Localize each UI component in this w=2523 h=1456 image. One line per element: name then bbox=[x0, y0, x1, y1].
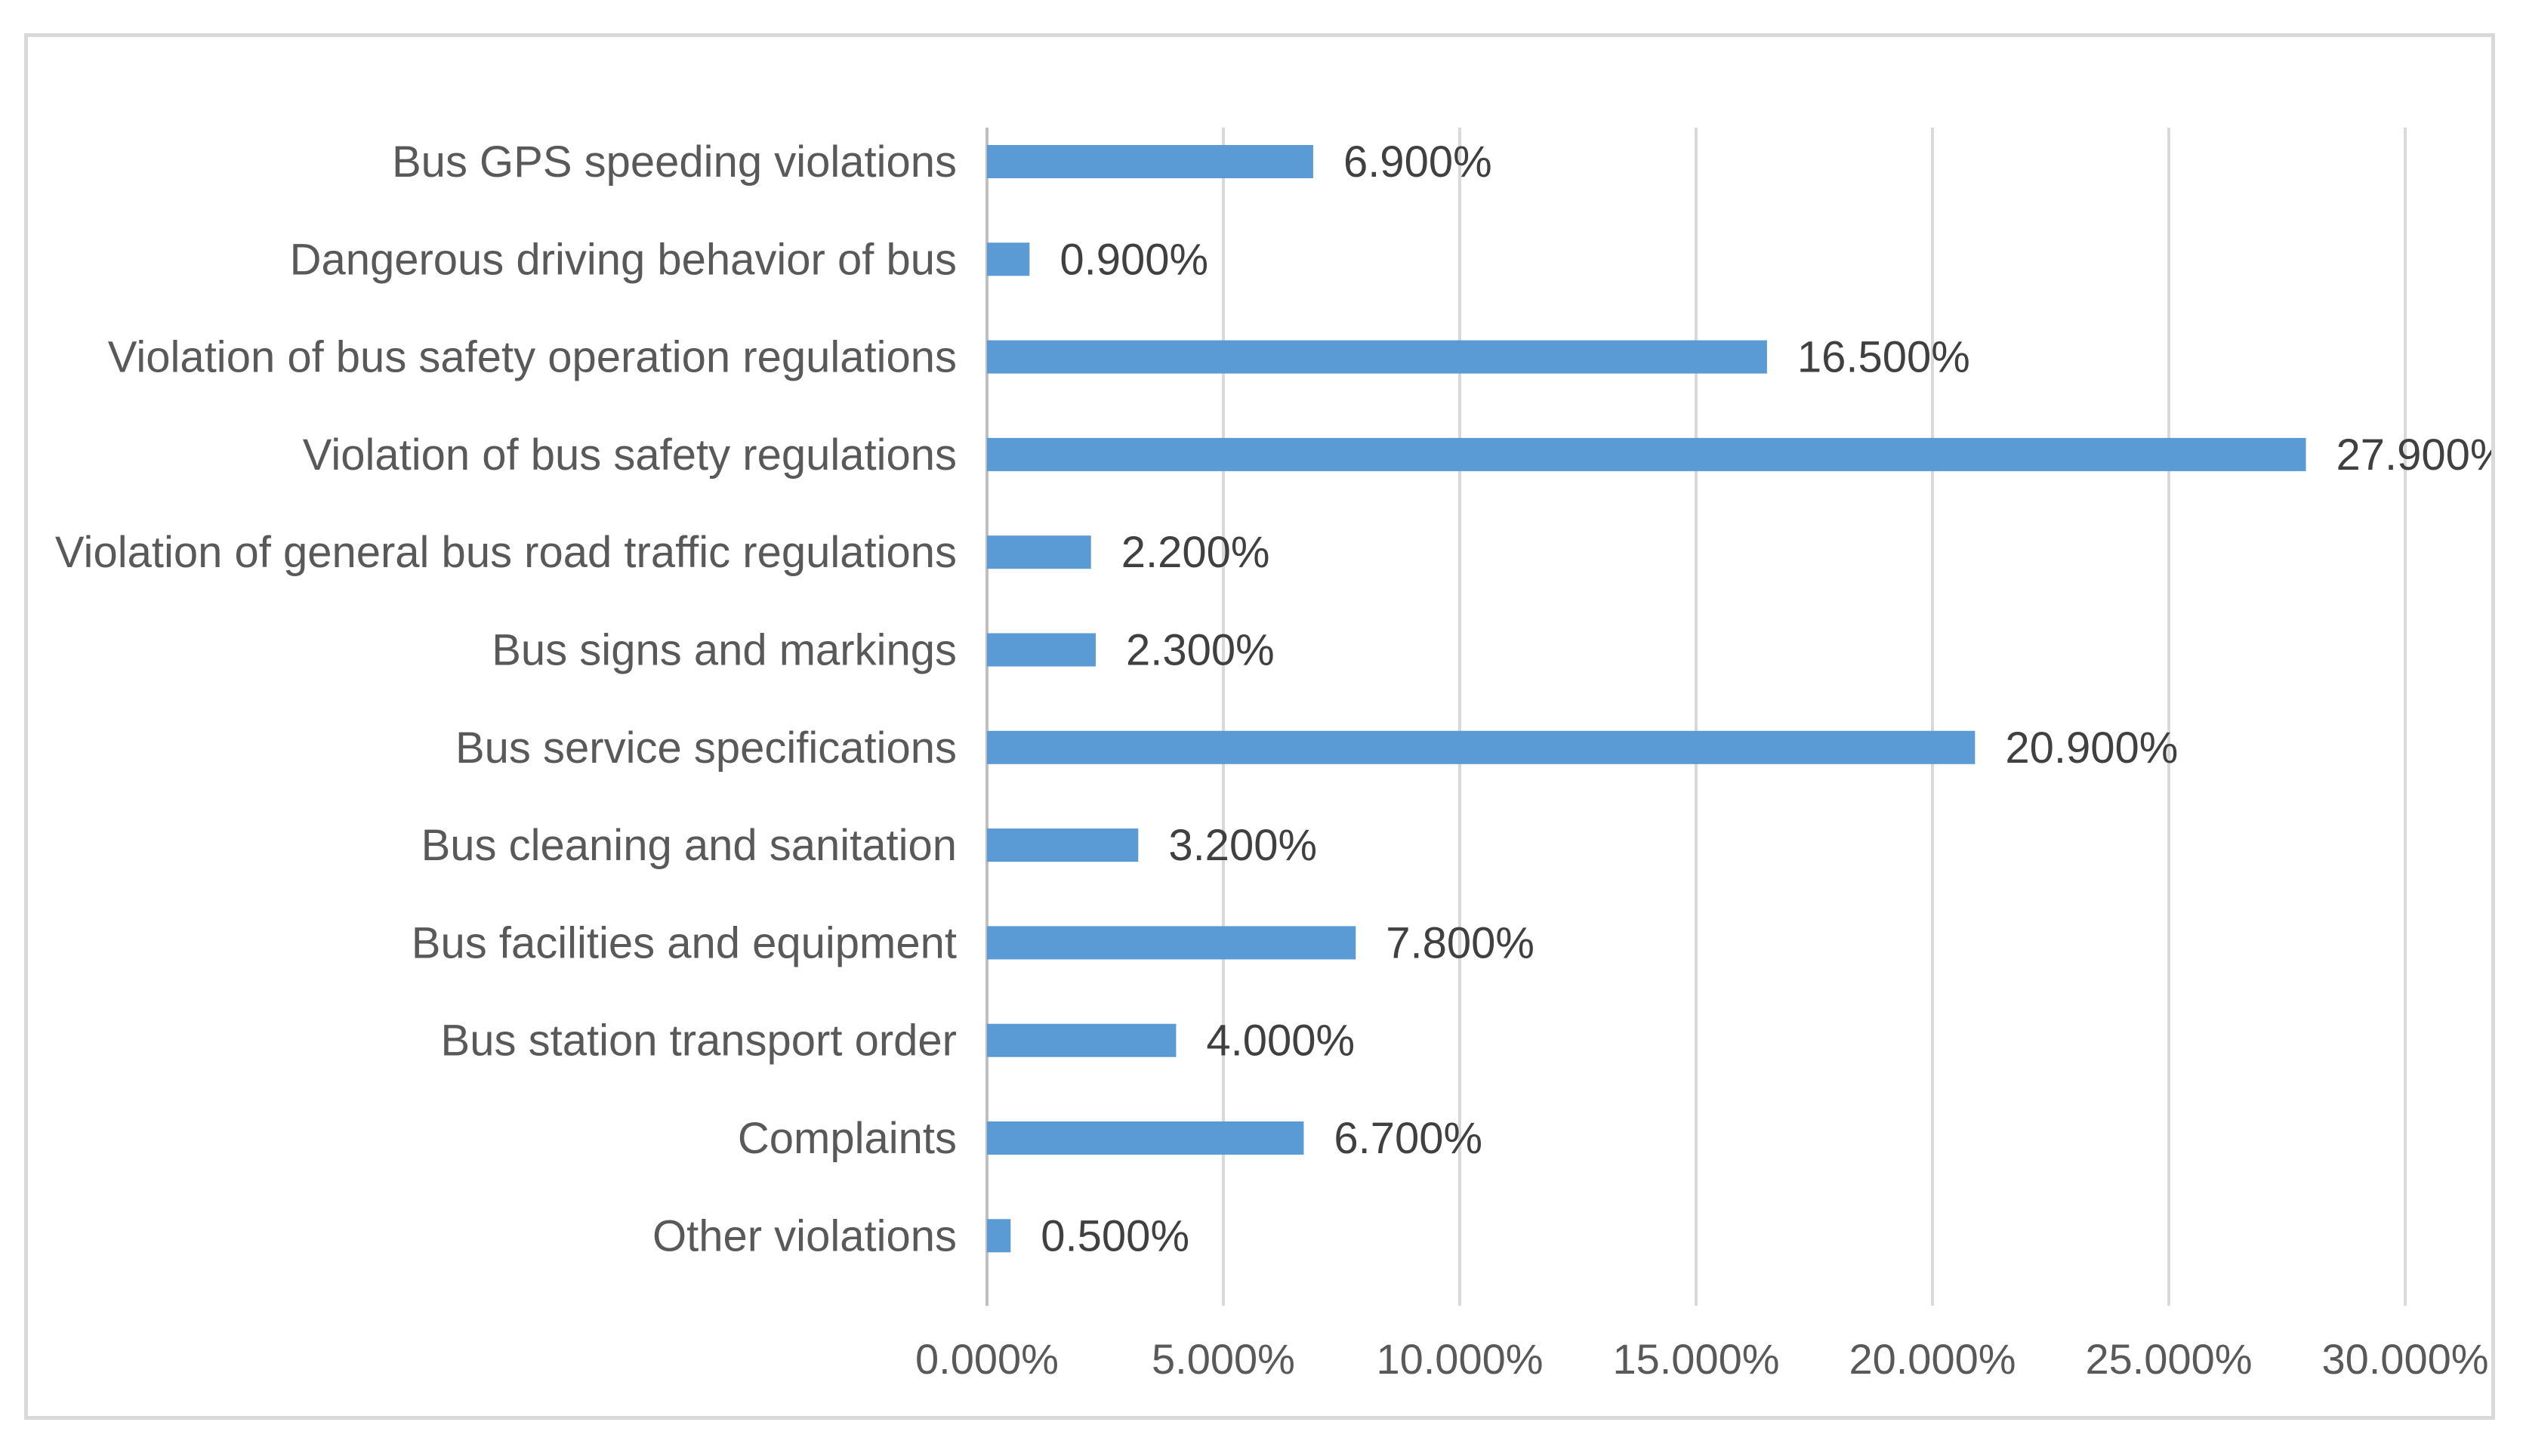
data-label: 7.800% bbox=[1386, 918, 1534, 967]
bar bbox=[987, 437, 2306, 471]
bar bbox=[987, 340, 1767, 374]
bar bbox=[987, 145, 1313, 178]
category-label: Violation of bus safety operation regula… bbox=[108, 333, 957, 382]
bar bbox=[987, 1023, 1177, 1057]
bar bbox=[987, 633, 1096, 667]
category-label: Bus facilities and equipment bbox=[412, 918, 957, 967]
x-tick-label: 20.000% bbox=[1849, 1335, 2016, 1383]
data-label: 6.700% bbox=[1334, 1114, 1482, 1163]
category-label: Dangerous driving behavior of bus bbox=[290, 235, 957, 284]
bar-chart: Bus GPS speeding violations Dangerous dri… bbox=[55, 128, 2491, 1383]
category-label: Violation of general bus road traffic re… bbox=[55, 528, 957, 577]
data-label: 2.200% bbox=[1121, 528, 1270, 577]
category-label: Complaints bbox=[738, 1114, 957, 1163]
bar bbox=[987, 926, 1356, 960]
data-label: 4.000% bbox=[1206, 1016, 1355, 1066]
chart-frame: Bus GPS speeding violations Dangerous dri… bbox=[24, 33, 2495, 1420]
data-label: 2.300% bbox=[1126, 626, 1275, 675]
x-tick-label: 30.000% bbox=[2321, 1335, 2488, 1383]
category-label: Other violations bbox=[652, 1211, 957, 1260]
data-label: 16.500% bbox=[1797, 333, 1970, 382]
x-tick-label: 10.000% bbox=[1376, 1335, 1543, 1383]
data-label: 0.500% bbox=[1041, 1211, 1189, 1260]
bar bbox=[987, 242, 1030, 276]
data-label: 20.900% bbox=[2005, 723, 2178, 773]
gridlines bbox=[985, 128, 2407, 1306]
category-labels: Bus GPS speeding violations Dangerous dri… bbox=[55, 137, 957, 1260]
data-label: 27.900% bbox=[2336, 430, 2491, 480]
category-label: Bus service specifications bbox=[455, 723, 957, 773]
bar bbox=[987, 1219, 1011, 1253]
value-labels: 6.900% 0.900% 16.500% 27.900% 2.200% 2.300% 20… bbox=[1041, 137, 2491, 1260]
bar bbox=[987, 828, 1139, 862]
bars bbox=[987, 145, 2306, 1253]
data-label: 3.200% bbox=[1168, 821, 1317, 870]
category-label: Bus cleaning and sanitation bbox=[421, 821, 957, 870]
bar bbox=[987, 535, 1091, 569]
bar bbox=[987, 1121, 1304, 1155]
x-tick-label: 5.000% bbox=[1152, 1335, 1295, 1383]
category-label: Bus station transport order bbox=[441, 1016, 957, 1066]
x-axis-tick-labels: 0.000% 5.000% 10.000% 15.000% 20.000% 25.000%… bbox=[915, 1335, 2489, 1383]
x-tick-label: 25.000% bbox=[2085, 1335, 2252, 1383]
category-label: Violation of bus safety regulations bbox=[303, 430, 957, 480]
category-label: Bus signs and markings bbox=[492, 626, 957, 675]
data-label: 0.900% bbox=[1059, 235, 1208, 284]
category-label: Bus GPS speeding violations bbox=[392, 137, 957, 187]
x-tick-label: 0.000% bbox=[915, 1335, 1059, 1383]
data-label: 6.900% bbox=[1343, 137, 1492, 187]
x-tick-label: 15.000% bbox=[1612, 1335, 1779, 1383]
bar bbox=[987, 730, 1976, 764]
